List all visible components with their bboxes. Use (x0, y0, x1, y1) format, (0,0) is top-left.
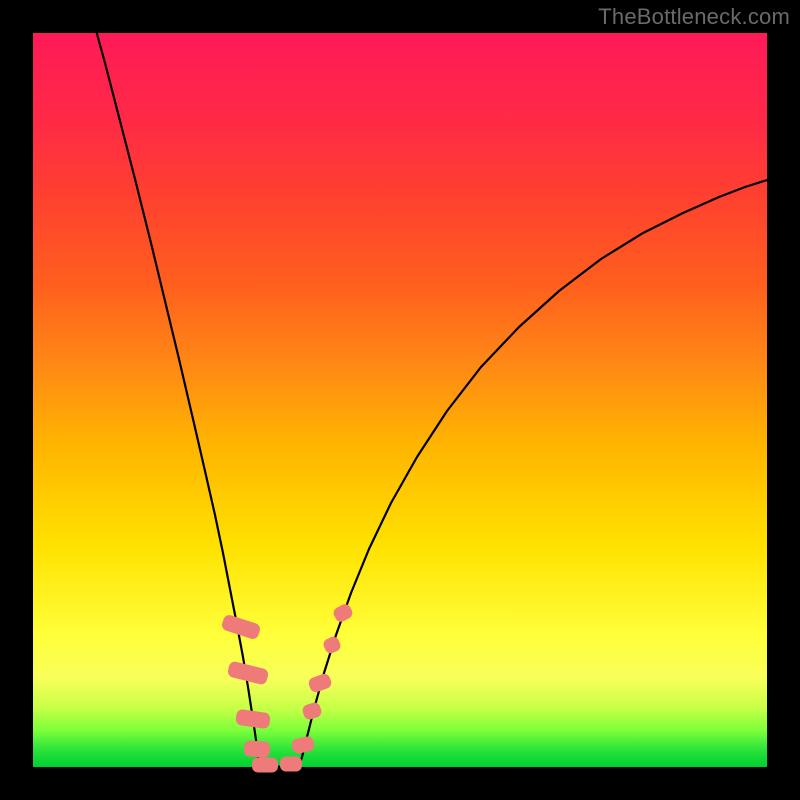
curve-marker-right-1 (301, 701, 323, 721)
watermark-label: TheBottleneck.com (598, 4, 790, 30)
plot-background-gradient (33, 33, 767, 767)
v-curve-overlay (33, 33, 767, 767)
curve-marker-left-2 (235, 709, 271, 730)
bottleneck-curve (94, 23, 767, 767)
curve-marker-left-3 (243, 740, 270, 758)
curve-marker-right-0 (291, 735, 316, 754)
curve-marker-right-3 (322, 635, 343, 655)
curve-marker-right-2 (307, 672, 333, 694)
chart-canvas: TheBottleneck.com (0, 0, 800, 800)
curve-marker-floor-1 (280, 757, 302, 772)
curve-marker-floor-0 (252, 758, 278, 773)
curve-marker-right-4 (332, 602, 355, 624)
curve-marker-left-0 (220, 614, 261, 641)
